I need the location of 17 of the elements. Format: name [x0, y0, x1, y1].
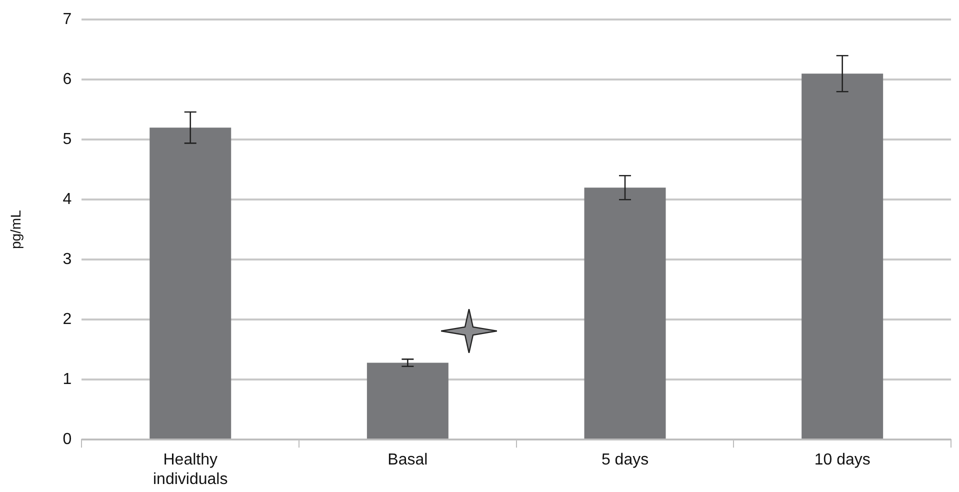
bar	[584, 188, 666, 439]
bar	[802, 74, 884, 439]
bar	[366, 362, 448, 439]
y-axis-title: pg/mL	[7, 210, 24, 250]
y-tick-label: 7	[62, 11, 72, 28]
x-tick-label: Healthy individuals	[153, 452, 228, 488]
x-tick-label: 5 days	[601, 452, 649, 469]
y-tick-label: 4	[62, 191, 72, 208]
bar	[150, 128, 232, 439]
y-tick-label: 2	[62, 311, 72, 328]
y-tick-label: 3	[62, 251, 72, 268]
x-tick-label: 10 days	[814, 452, 870, 469]
y-tick-label: 5	[62, 131, 72, 148]
y-tick-label: 1	[62, 371, 72, 388]
y-tick-label: 0	[62, 431, 72, 448]
y-tick-label: 6	[62, 71, 72, 88]
x-tick-label: Basal	[388, 452, 428, 469]
